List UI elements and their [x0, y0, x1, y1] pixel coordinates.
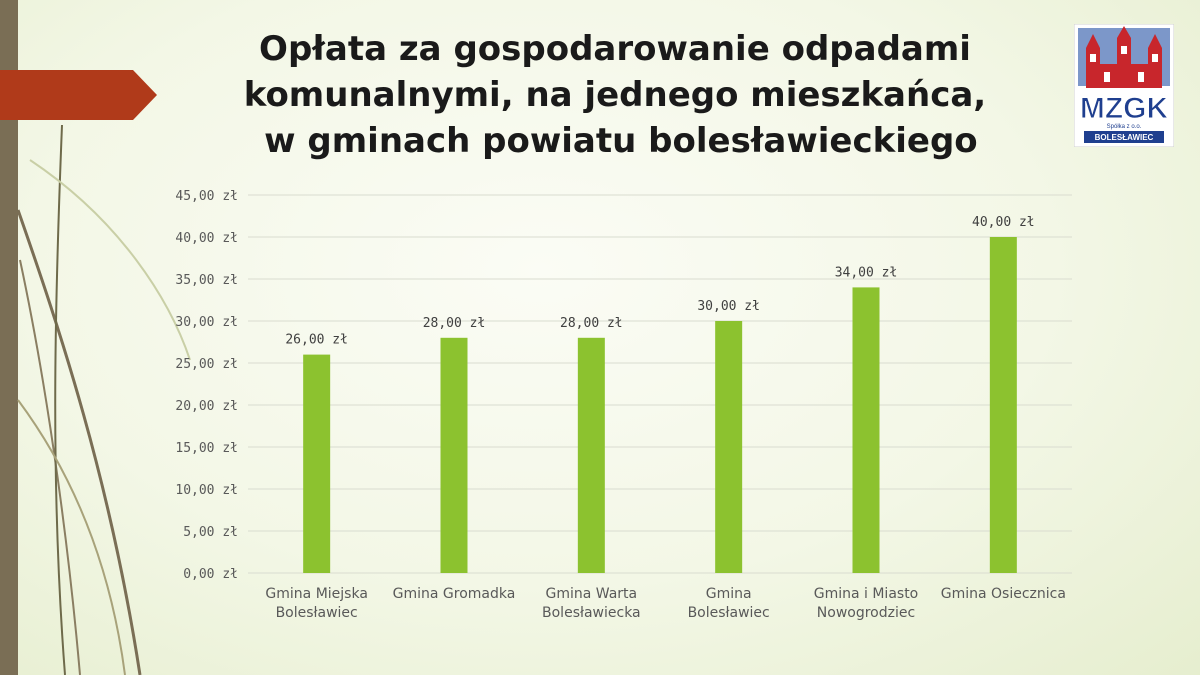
slide-title: Opłata za gospodarowanie odpadami komuna… [200, 26, 1030, 164]
decor-curve [19, 259, 81, 675]
logo-city: BOLESŁAWIEC [1095, 133, 1154, 142]
y-tick-label: 5,00 zł [183, 525, 238, 540]
y-axis-tick-labels: 0,00 zł 5,00 zł 10,00 zł 15,00 zł 20,00 zł 25… [175, 189, 238, 582]
decorative-arrow [0, 70, 157, 120]
title-line: w gminach powiatu bolesławieckiego [252, 121, 978, 161]
category-label: Gmina Miejska [265, 586, 367, 602]
castle-icon [1086, 26, 1162, 88]
data-label: 40,00 zł [972, 215, 1035, 230]
data-label: 30,00 zł [697, 299, 760, 314]
y-tick-label: 40,00 zł [175, 231, 238, 246]
decor-curve [17, 399, 126, 675]
bar [715, 321, 743, 573]
data-label: 28,00 zł [560, 316, 623, 331]
decorative-curves [16, 124, 191, 675]
data-label: 28,00 zł [423, 316, 486, 331]
data-label: 26,00 zł [285, 333, 348, 348]
category-label: Bolesławiec [276, 605, 358, 621]
y-tick-label: 0,00 zł [183, 567, 238, 582]
arrow-shape [0, 70, 157, 120]
title-line: komunalnymi, na jednego mieszkańca, [243, 75, 987, 115]
category-label: Gmina Gromadka [393, 586, 516, 602]
logo-text: MZGK [1080, 92, 1169, 125]
chart-gridlines [248, 194, 1072, 574]
category-label: Gmina Warta [546, 586, 638, 602]
bar [989, 237, 1017, 573]
y-tick-label: 20,00 zł [175, 399, 238, 414]
bar [852, 287, 880, 573]
side-accent-bar [0, 0, 18, 675]
decor-curve [29, 159, 191, 361]
chart-bars [303, 237, 1017, 573]
decor-curve [54, 124, 66, 675]
category-label: Nowogrodziec [817, 605, 915, 621]
bar [440, 337, 468, 573]
category-label: Bolesławiec [688, 605, 770, 621]
y-tick-label: 35,00 zł [175, 273, 238, 288]
title-line: Opłata za gospodarowanie odpadami [259, 29, 971, 69]
decor-curve [16, 209, 142, 675]
bar [577, 337, 605, 573]
bar [303, 354, 331, 573]
x-axis-category-labels: Gmina Miejska Bolesławiec Gmina Gromadka Gm… [265, 586, 1066, 621]
category-label: Bolesławiecka [542, 605, 641, 621]
y-tick-label: 15,00 zł [175, 441, 238, 456]
logo-city-band [1084, 131, 1164, 143]
y-tick-label: 25,00 zł [175, 357, 238, 372]
chart-data-labels: 26,00 zł 28,00 zł 28,00 zł 30,00 zł 34,00 zł… [285, 215, 1034, 348]
category-label: Gmina i Miasto [814, 586, 919, 602]
category-label: Gmina [706, 586, 752, 602]
mzgk-logo: MZGK Spółka z o.o. BOLESŁAWIEC [1074, 24, 1174, 147]
y-tick-label: 10,00 zł [175, 483, 238, 498]
data-label: 34,00 zł [835, 265, 898, 280]
logo-subtext: Spółka z o.o. [1107, 124, 1142, 130]
y-tick-label: 45,00 zł [175, 189, 238, 204]
category-label: Gmina Osiecznica [941, 586, 1066, 602]
y-tick-label: 30,00 zł [175, 315, 238, 330]
